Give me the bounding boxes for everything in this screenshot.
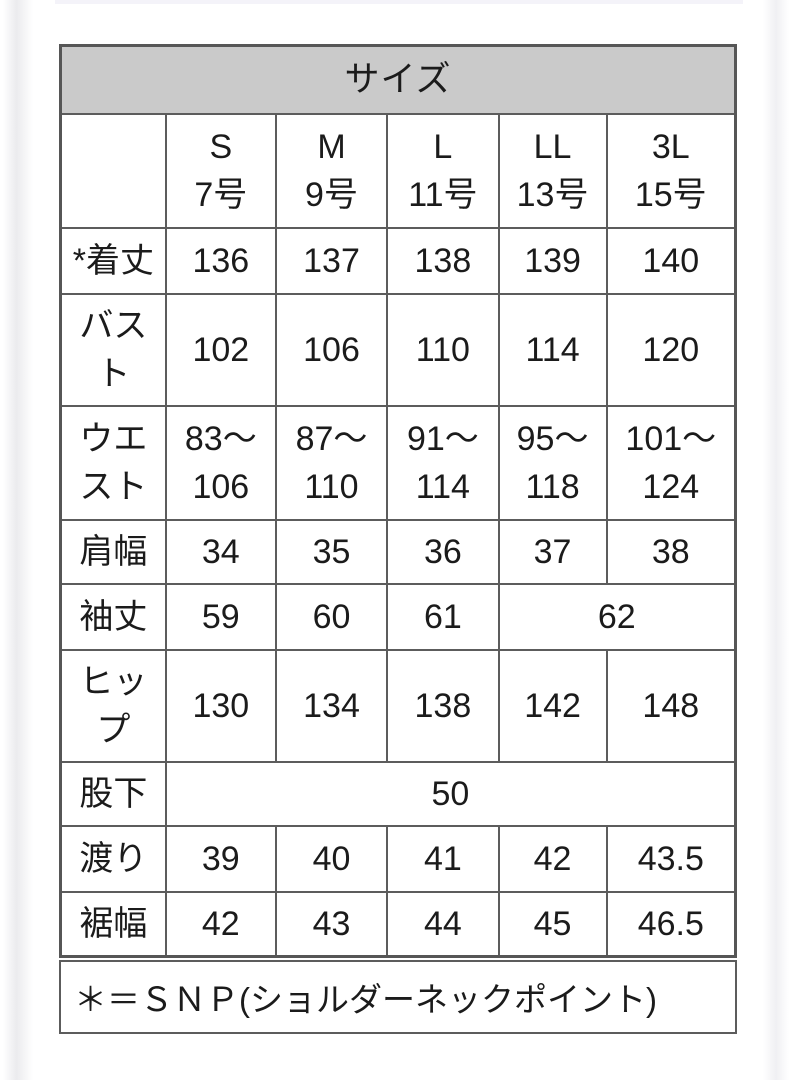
table-row: 裾幅 42 43 44 45 46.5 — [59, 891, 737, 957]
size-chart: サイズ S 7号 M 9号 L 11号 LL 13号 3L 15号 *着丈 136 137 1… — [59, 44, 737, 1034]
size-value-cell: 50 — [164, 761, 737, 827]
size-value-cell: 39 — [164, 825, 277, 893]
size-value-cell: 38 — [605, 519, 737, 585]
table-row: バス ト 102 106 110 114 120 — [59, 293, 737, 407]
measurement-label: ヒッ プ — [59, 649, 167, 763]
size-value-cell: 91〜 114 — [386, 405, 500, 521]
size-value-cell: 35 — [274, 519, 389, 585]
size-column-header: 3L 15号 — [605, 113, 737, 229]
measurement-label: 渡り — [59, 825, 167, 893]
footnote-box: ＊＝ＳＮＰ(ショルダーネックポイント) — [59, 959, 737, 1034]
size-value-cell: 46.5 — [605, 891, 737, 957]
table-row: *着丈 136 137 138 139 140 — [59, 227, 737, 295]
size-value-cell: 140 — [605, 227, 737, 295]
size-value-cell: 62 — [497, 583, 737, 651]
size-column-header: M 9号 — [274, 113, 389, 229]
table-row: 肩幅 34 35 36 37 38 — [59, 519, 737, 585]
size-value-cell: 42 — [164, 891, 277, 957]
size-value-cell: 59 — [164, 583, 277, 651]
blank-corner-cell — [59, 113, 167, 229]
measurement-label: 股下 — [59, 761, 167, 827]
size-value-cell: 138 — [386, 649, 500, 763]
size-chart-table: サイズ S 7号 M 9号 L 11号 LL 13号 3L 15号 *着丈 136 137 1… — [59, 44, 737, 958]
top-edge-strip — [55, 0, 743, 4]
size-value-cell: 45 — [497, 891, 608, 957]
size-value-cell: 34 — [164, 519, 277, 585]
size-column-header: L 11号 — [386, 113, 500, 229]
table-row: ヒッ プ 130 134 138 142 148 — [59, 649, 737, 763]
size-value-cell: 136 — [164, 227, 277, 295]
size-value-cell: 130 — [164, 649, 277, 763]
size-value-cell: 101〜 124 — [605, 405, 737, 521]
left-page-edge-shadow — [3, 0, 33, 1080]
size-column-header: S 7号 — [164, 113, 277, 229]
size-value-cell: 36 — [386, 519, 500, 585]
size-value-cell: 148 — [605, 649, 737, 763]
chart-title-row: サイズ — [59, 44, 737, 115]
size-value-cell: 87〜 110 — [274, 405, 389, 521]
size-column-header: LL 13号 — [497, 113, 608, 229]
size-value-cell: 42 — [497, 825, 608, 893]
size-value-cell: 139 — [497, 227, 608, 295]
footnote-text: ＊＝ＳＮＰ(ショルダーネックポイント) — [74, 980, 657, 1018]
column-header-row: S 7号 M 9号 L 11号 LL 13号 3L 15号 — [59, 113, 737, 229]
table-row: 股下 50 — [59, 761, 737, 827]
measurement-label: バス ト — [59, 293, 167, 407]
size-value-cell: 41 — [386, 825, 500, 893]
size-value-cell: 43.5 — [605, 825, 737, 893]
size-value-cell: 137 — [274, 227, 389, 295]
size-value-cell: 138 — [386, 227, 500, 295]
measurement-label: ウエ スト — [59, 405, 167, 521]
chart-title: サイズ — [59, 44, 737, 115]
size-value-cell: 44 — [386, 891, 500, 957]
measurement-label: 裾幅 — [59, 891, 167, 957]
size-value-cell: 120 — [605, 293, 737, 407]
size-value-cell: 114 — [497, 293, 608, 407]
measurement-label: *着丈 — [59, 227, 167, 295]
size-value-cell: 110 — [386, 293, 500, 407]
table-row: 渡り 39 40 41 42 43.5 — [59, 825, 737, 893]
measurement-label: 袖丈 — [59, 583, 167, 651]
size-value-cell: 95〜 118 — [497, 405, 608, 521]
size-value-cell: 37 — [497, 519, 608, 585]
size-value-cell: 61 — [386, 583, 500, 651]
size-value-cell: 60 — [274, 583, 389, 651]
size-value-cell: 134 — [274, 649, 389, 763]
table-row: 袖丈 59 60 61 62 — [59, 583, 737, 651]
size-value-cell: 106 — [274, 293, 389, 407]
size-value-cell: 102 — [164, 293, 277, 407]
right-page-edge-shadow — [763, 0, 789, 1080]
size-value-cell: 40 — [274, 825, 389, 893]
size-value-cell: 43 — [274, 891, 389, 957]
size-value-cell: 83〜 106 — [164, 405, 277, 521]
measurement-label: 肩幅 — [59, 519, 167, 585]
table-row: ウエ スト 83〜 106 87〜 110 91〜 114 95〜 118 101〜 12… — [59, 405, 737, 521]
size-value-cell: 142 — [497, 649, 608, 763]
